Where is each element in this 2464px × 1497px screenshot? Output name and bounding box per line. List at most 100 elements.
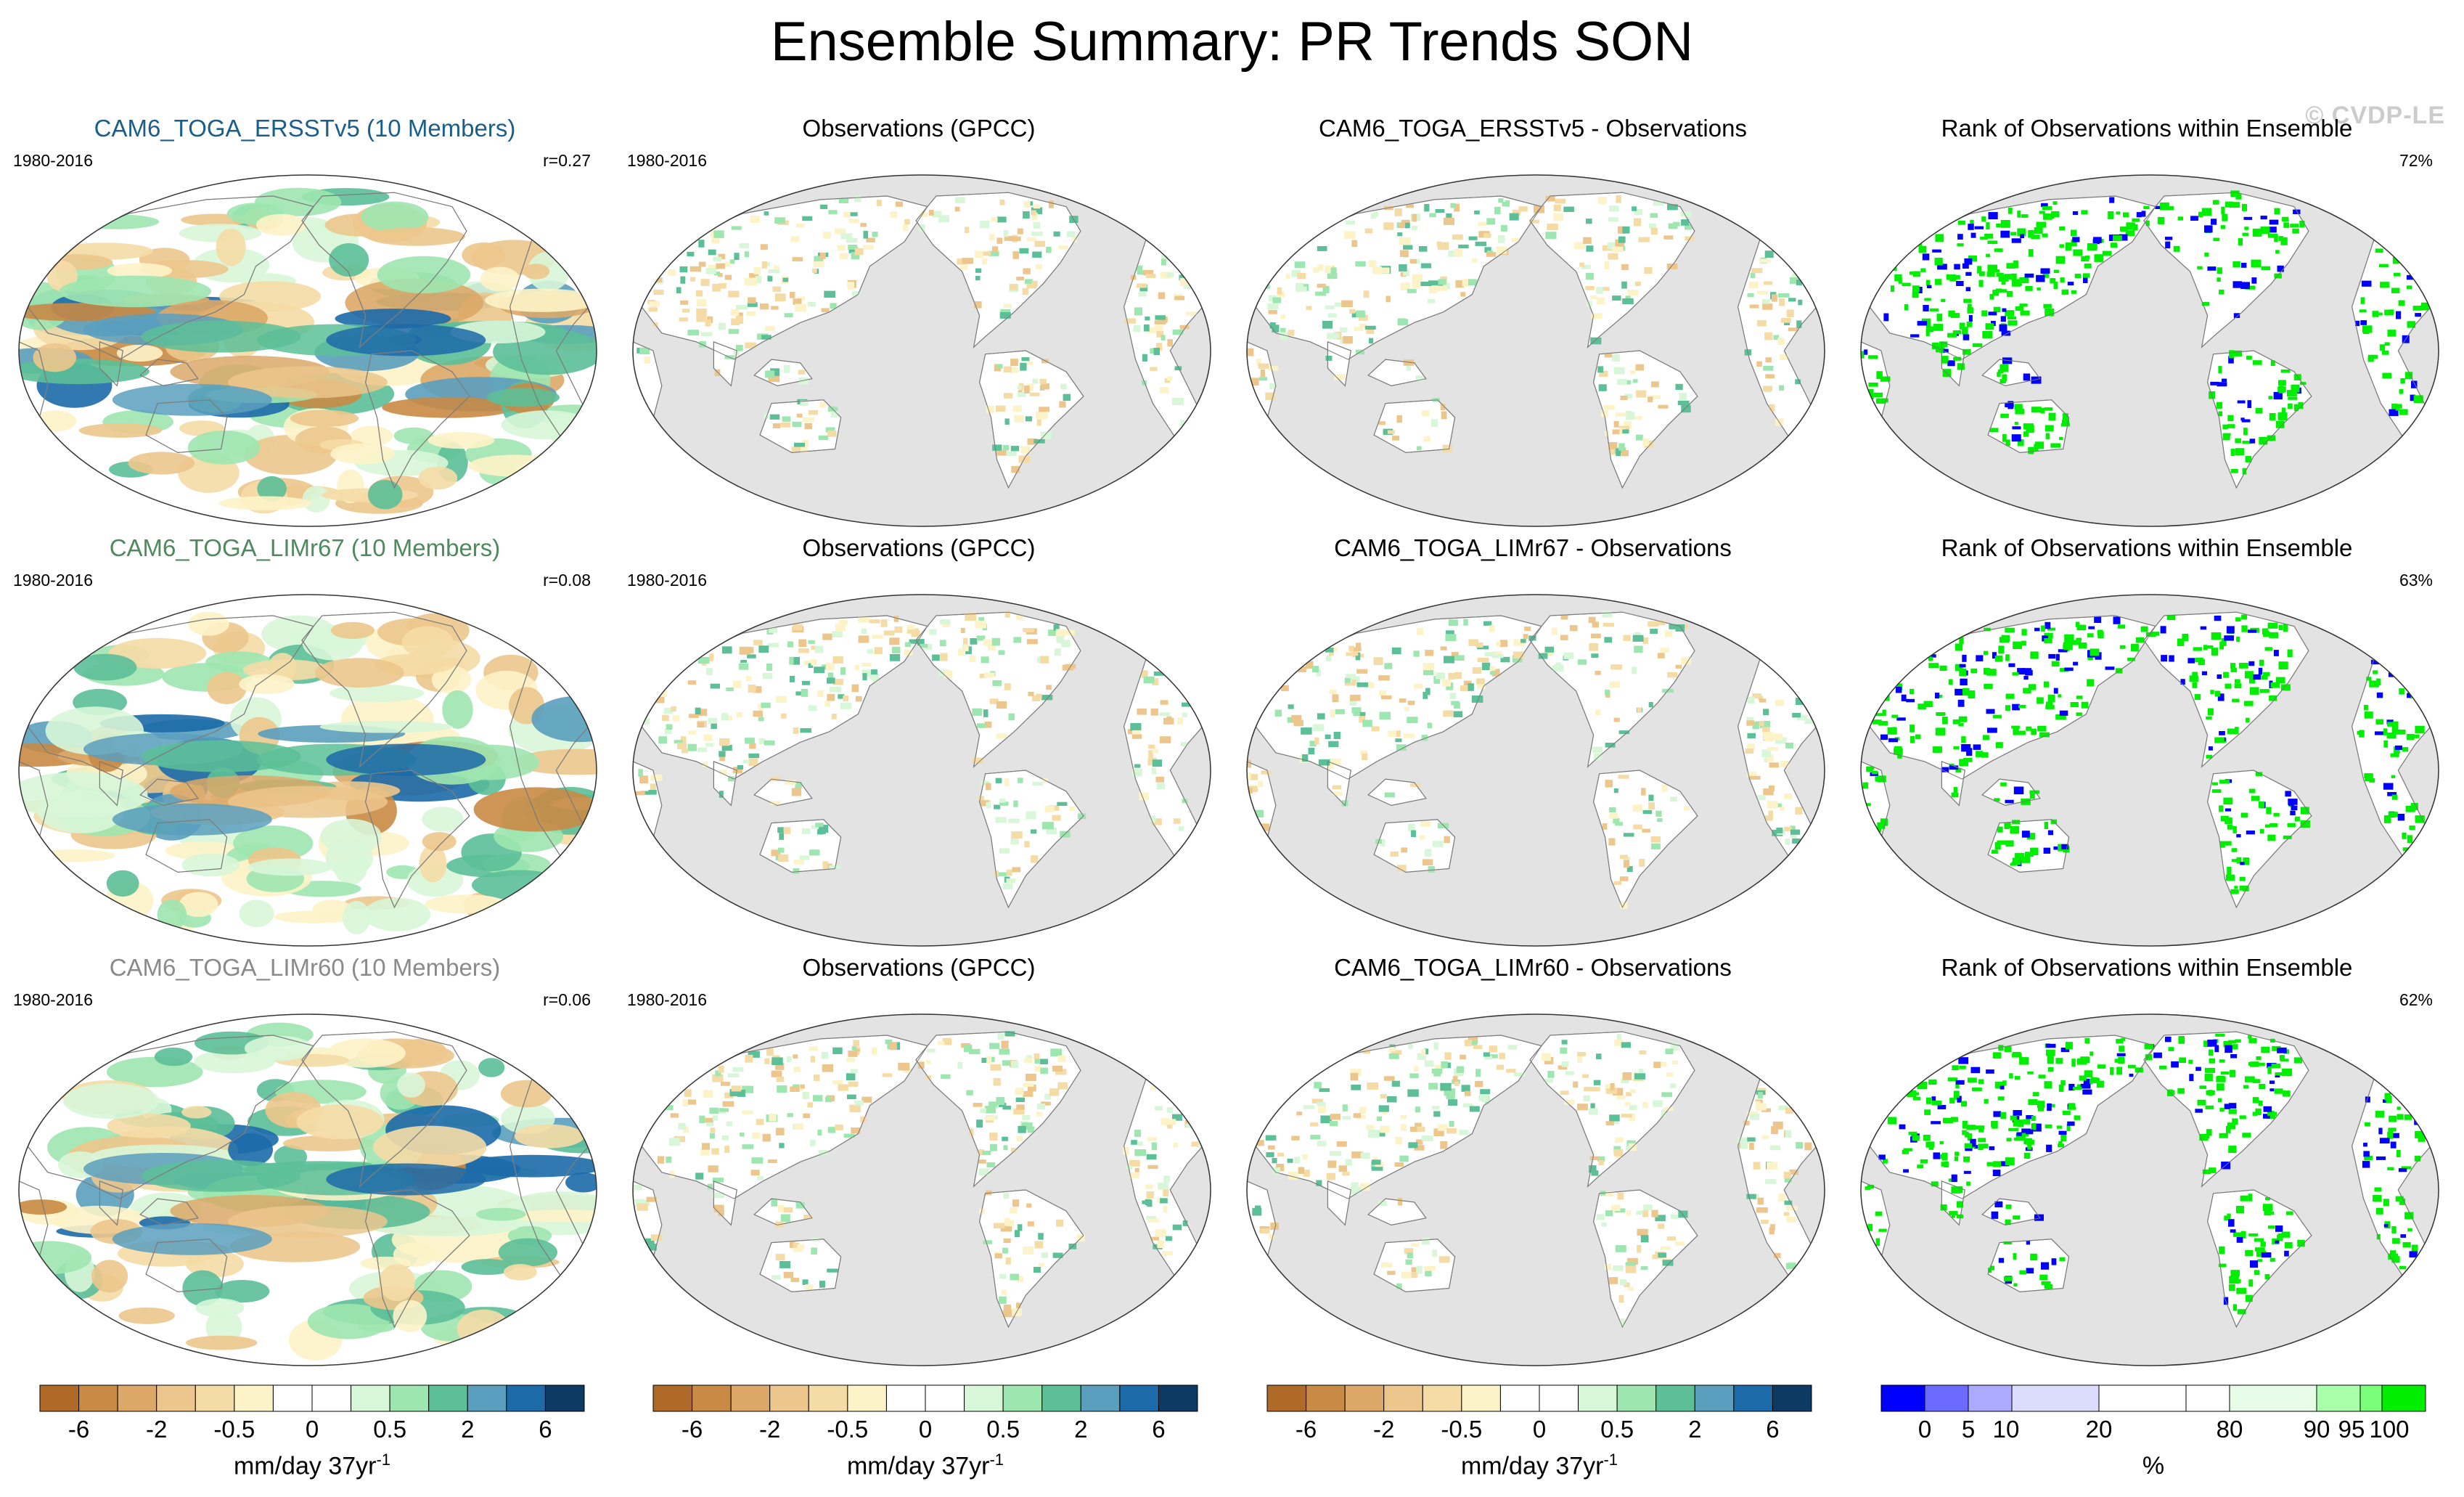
colorbar-bin bbox=[234, 1384, 274, 1412]
land-trend-cell bbox=[806, 1284, 814, 1290]
land-trend-cell bbox=[862, 673, 867, 680]
rank-cell bbox=[2256, 1056, 2262, 1061]
rank-cell bbox=[2071, 239, 2077, 247]
land-trend-cell bbox=[1658, 404, 1669, 409]
land-trend-cell bbox=[1461, 1085, 1470, 1092]
trend-blob bbox=[216, 228, 246, 266]
rank-cell bbox=[2165, 237, 2173, 240]
land-trend-cell bbox=[1132, 768, 1142, 777]
land-trend-cell bbox=[822, 633, 832, 640]
rank-cell bbox=[1867, 1184, 1875, 1188]
land-trend-cell bbox=[1343, 335, 1353, 344]
trend-blob bbox=[228, 1133, 273, 1167]
land-trend-cell bbox=[797, 1244, 805, 1250]
rank-cell bbox=[2007, 320, 2018, 326]
rank-cell bbox=[2391, 1226, 2397, 1233]
land-trend-cell bbox=[638, 769, 643, 777]
land-trend-cell bbox=[1318, 759, 1330, 766]
land-trend-cell bbox=[1489, 671, 1495, 675]
land-trend-cell bbox=[1182, 712, 1187, 717]
colorbar-tick-label: 0.5 bbox=[986, 1416, 1020, 1443]
rank-cell bbox=[2393, 1133, 2399, 1138]
land-trend-cell bbox=[1740, 1141, 1748, 1149]
rank-cell bbox=[2375, 719, 2383, 725]
land-trend-cell bbox=[1155, 1229, 1166, 1237]
land-trend-cell bbox=[769, 627, 778, 633]
rank-cell bbox=[2088, 626, 2095, 629]
land-trend-cell bbox=[975, 620, 987, 629]
rank-cell bbox=[2016, 1132, 2022, 1136]
land-trend-cell bbox=[739, 243, 749, 249]
coastline bbox=[1981, 359, 2041, 386]
land-trend-cell bbox=[1582, 1074, 1589, 1078]
land-trend-cell bbox=[1783, 1212, 1790, 1216]
rank-cell bbox=[2279, 1055, 2285, 1061]
colorbar-bin bbox=[1694, 1384, 1735, 1412]
land-trend-cell bbox=[1623, 421, 1632, 429]
rank-cell bbox=[2407, 733, 2415, 741]
land-trend-cell bbox=[745, 1055, 753, 1063]
land-trend-cell bbox=[1381, 695, 1392, 700]
rank-cell bbox=[2387, 1131, 2394, 1139]
colorbar-tick-label: 0 bbox=[1533, 1416, 1546, 1443]
land-trend-cell bbox=[1036, 411, 1047, 420]
rank-cell bbox=[2045, 1049, 2055, 1056]
land-trend-cell bbox=[1425, 1270, 1432, 1277]
rank-cell bbox=[2257, 1259, 2263, 1263]
rank-cell bbox=[2225, 874, 2235, 881]
land-trend-cell bbox=[1348, 645, 1354, 652]
land-trend-cell bbox=[1009, 284, 1018, 290]
land-trend-cell bbox=[1563, 206, 1574, 212]
rank-cell bbox=[2379, 344, 2386, 351]
land-trend-cell bbox=[1311, 666, 1319, 673]
land-trend-cell bbox=[1776, 827, 1783, 833]
land-trend-cell bbox=[1036, 1111, 1043, 1117]
land-trend-cell bbox=[1621, 1114, 1632, 1118]
land-trend-cell bbox=[1322, 321, 1333, 329]
land-trend-cell bbox=[1349, 698, 1356, 706]
rank-cell bbox=[2021, 831, 2030, 838]
land-trend-cell bbox=[1161, 255, 1168, 262]
land-trend-cell bbox=[640, 791, 651, 795]
land-trend-cell bbox=[1027, 439, 1037, 445]
land-trend-cell bbox=[1518, 206, 1528, 212]
rank-cell bbox=[1950, 314, 1960, 318]
rank-cell bbox=[2073, 1086, 2082, 1090]
rank-cell bbox=[2411, 734, 2420, 738]
rank-cell bbox=[2299, 382, 2307, 386]
land-trend-cell bbox=[1183, 284, 1191, 289]
rank-cell bbox=[2240, 263, 2247, 268]
land-trend-cell bbox=[996, 1097, 1005, 1105]
land-trend-cell bbox=[1406, 365, 1411, 371]
land-trend-cell bbox=[1409, 1073, 1419, 1079]
land-trend-cell bbox=[1287, 1159, 1293, 1163]
land-trend-cell bbox=[1131, 1140, 1137, 1145]
land-trend-cell bbox=[1633, 218, 1641, 227]
rank-cell bbox=[1875, 398, 1886, 404]
land-trend-cell bbox=[1433, 1042, 1438, 1051]
land-trend-cell bbox=[1618, 443, 1625, 451]
land-trend-cell bbox=[1383, 222, 1394, 230]
land-trend-cell bbox=[1166, 1119, 1176, 1125]
land-trend-cell bbox=[976, 635, 986, 641]
trend-blob bbox=[397, 1072, 425, 1098]
rank-cell bbox=[1989, 428, 1999, 432]
rank-cell bbox=[2076, 637, 2082, 641]
land-trend-cell bbox=[1475, 1081, 1483, 1088]
trend-blob bbox=[307, 1303, 390, 1339]
land-trend-cell bbox=[1653, 200, 1663, 206]
land-trend-cell bbox=[1132, 730, 1141, 735]
land-trend-cell bbox=[1746, 720, 1754, 726]
rank-cell bbox=[2359, 730, 2365, 738]
land-trend-cell bbox=[904, 219, 910, 225]
rank-cell bbox=[1898, 278, 1902, 284]
rank-cell bbox=[2399, 1198, 2405, 1205]
land-trend-cell bbox=[983, 672, 995, 678]
land-trend-cell bbox=[1036, 693, 1042, 699]
rank-cell bbox=[2002, 308, 2007, 312]
land-trend-cell bbox=[680, 300, 689, 305]
land-trend-cell bbox=[1405, 204, 1415, 208]
trend-blob bbox=[59, 275, 212, 308]
rank-cell bbox=[2232, 826, 2237, 833]
rank-cell bbox=[2222, 433, 2231, 436]
